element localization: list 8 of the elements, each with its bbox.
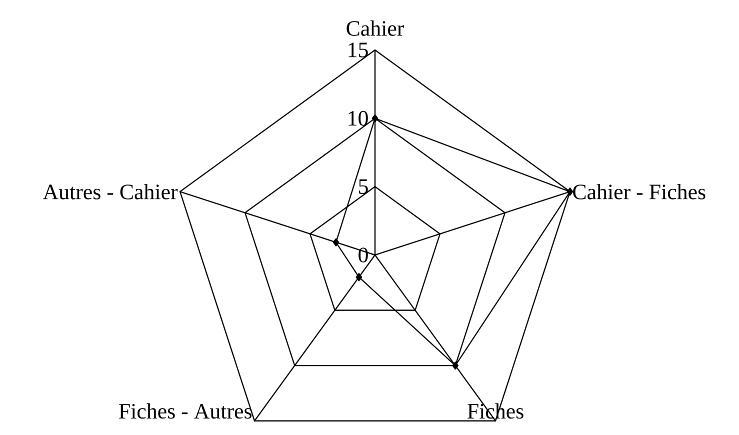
y-tick-label: 10: [348, 110, 368, 126]
y-tick-label: 5: [359, 179, 368, 194]
spoke-label: Cahier - Fiches: [573, 184, 706, 200]
spoke-label: Cahier: [346, 20, 404, 36]
spoke-label: Fiches - Autres: [119, 403, 252, 419]
y-tick-label: 15: [348, 42, 368, 58]
spoke-label: Autres - Cahier: [42, 184, 178, 200]
y-tick-label: 0: [358, 248, 368, 262]
